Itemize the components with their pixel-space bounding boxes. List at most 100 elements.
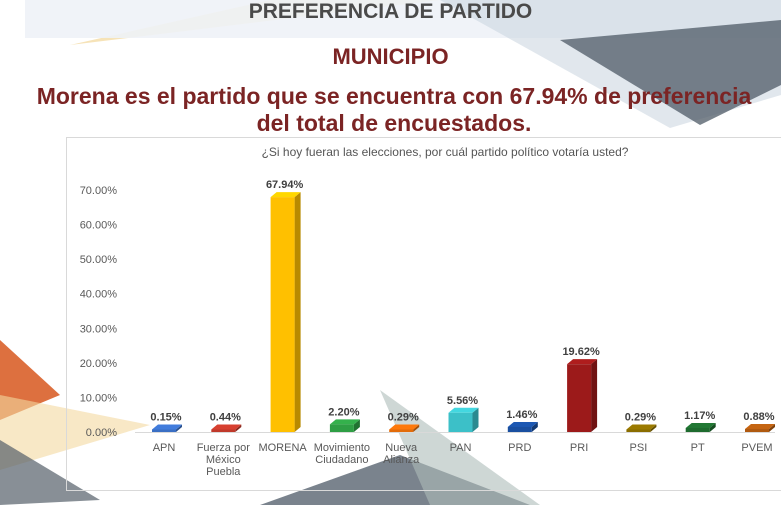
- headline-line-2: del total de encuestados.: [256, 110, 532, 136]
- x-tick-label: PT: [691, 442, 705, 454]
- bar-side: [413, 424, 420, 432]
- y-tick-label: 0.00%: [86, 427, 117, 439]
- bottom-teal-shape: [380, 390, 540, 505]
- bar: [626, 424, 657, 432]
- bar: [211, 424, 242, 432]
- bar-top: [448, 407, 479, 413]
- bar-side: [531, 421, 538, 432]
- bar: [152, 424, 182, 432]
- bar-side: [591, 359, 598, 432]
- bar-top: [329, 419, 360, 425]
- bar: [448, 407, 479, 432]
- bar-side: [769, 423, 775, 432]
- headline-line-1: Morena es el partido que se encuentra co…: [36, 83, 752, 109]
- y-tick-label: 20.00%: [80, 358, 118, 370]
- bar-front: [448, 412, 473, 432]
- x-axis: APN Fuerza por México Puebla MORENA Movimient…: [135, 432, 775, 478]
- data-label: 2.20%: [328, 406, 359, 418]
- bar: [745, 423, 775, 432]
- x-tick-label-line: PSI: [630, 442, 648, 454]
- x-tick-label-line: MORENA: [258, 442, 307, 454]
- x-tick-label-line: Puebla: [206, 466, 241, 478]
- page-header-title: PREFERENCIA DE PARTIDO: [248, 0, 533, 23]
- bars: [152, 192, 775, 432]
- y-axis: 0.00% 10.00% 20.00% 30.00% 40.00% 50.00% 60.00…: [80, 185, 118, 439]
- bar-front: [152, 429, 176, 432]
- x-tick-label-line: PRI: [570, 442, 588, 454]
- left-light-shape: [0, 395, 150, 470]
- bar: [567, 359, 598, 432]
- chart-title: ¿Si hoy fueran las elecciones, por cuál …: [262, 145, 629, 159]
- bar-front: [211, 429, 236, 432]
- headline: Morena es el partido que se encuentra co…: [14, 83, 774, 137]
- x-tick-label: PRI: [570, 442, 588, 454]
- data-label: 0.44%: [210, 412, 241, 424]
- x-tick-label: Nueva Alianza: [383, 442, 420, 466]
- bar: [329, 419, 360, 432]
- bar: [685, 422, 716, 432]
- y-tick-label: 40.00%: [80, 289, 118, 301]
- x-tick-label-line: Fuerza por: [197, 442, 251, 454]
- bar-front: [626, 429, 651, 432]
- x-tick-label: PAN: [450, 442, 472, 454]
- bar-side: [472, 407, 479, 432]
- x-tick-label-line: Ciudadano: [315, 454, 368, 466]
- y-tick-label: 30.00%: [80, 323, 118, 335]
- data-label: 19.62%: [562, 346, 600, 358]
- bar-front: [507, 426, 532, 432]
- bar-top: [152, 424, 182, 430]
- data-label: 67.94%: [266, 179, 304, 191]
- data-labels: 0.15% 0.44% 67.94% 2.20% 0.29% 5.56% 1.46% 19.6…: [150, 179, 774, 423]
- x-tick-label-line: Alianza: [383, 454, 420, 466]
- bar-side: [709, 422, 716, 432]
- bar-top: [507, 421, 538, 427]
- bar-side: [176, 424, 182, 432]
- section-title: MUNICIPIO: [332, 44, 449, 69]
- bar-top: [211, 424, 242, 430]
- bar-side: [235, 424, 242, 432]
- bar-front: [567, 364, 592, 432]
- y-tick-label: 10.00%: [80, 392, 118, 404]
- bar-front: [745, 428, 769, 432]
- bar-side: [294, 192, 301, 432]
- bar-side: [650, 424, 657, 432]
- x-tick-label-line: PVEM: [741, 442, 772, 454]
- x-tick-label-line: APN: [153, 442, 176, 454]
- bar: [270, 192, 301, 432]
- bar-front: [270, 197, 295, 432]
- chart-frame: [66, 137, 781, 491]
- x-tick-label: Fuerza por México Puebla: [197, 442, 251, 478]
- data-label: 0.88%: [743, 411, 774, 423]
- bar: [507, 421, 538, 432]
- bar-front: [685, 427, 710, 432]
- bar-side: [353, 419, 360, 432]
- bar-top: [389, 424, 420, 430]
- top-right-shape-dark: [560, 20, 781, 125]
- data-label: 0.15%: [150, 412, 181, 424]
- x-tick-label-line: PT: [691, 442, 705, 454]
- data-label: 5.56%: [447, 395, 478, 407]
- bar-top: [745, 423, 775, 429]
- x-tick-label-line: Movimiento: [314, 442, 370, 454]
- x-tick-label: MORENA: [258, 442, 307, 454]
- data-label: 0.29%: [625, 412, 656, 424]
- x-tick-label-line: PRD: [508, 442, 531, 454]
- x-tick-label: Movimiento Ciudadano: [314, 442, 370, 466]
- data-label: 1.46%: [506, 409, 537, 421]
- bar-top: [270, 192, 301, 198]
- x-tick-label: PSI: [630, 442, 648, 454]
- left-dark-shape: [0, 440, 100, 505]
- y-tick-label: 50.00%: [80, 254, 118, 266]
- x-tick-label-line: México: [206, 454, 241, 466]
- bar-top: [626, 424, 657, 430]
- x-tick-label: PVEM: [741, 442, 772, 454]
- data-label: 1.17%: [684, 410, 715, 422]
- y-tick-label: 70.00%: [80, 185, 118, 197]
- x-tick-label: PRD: [508, 442, 531, 454]
- bar-top: [567, 359, 598, 365]
- x-tick-label-line: Nueva: [385, 442, 418, 454]
- bar: [389, 424, 420, 432]
- bar-top: [685, 422, 716, 428]
